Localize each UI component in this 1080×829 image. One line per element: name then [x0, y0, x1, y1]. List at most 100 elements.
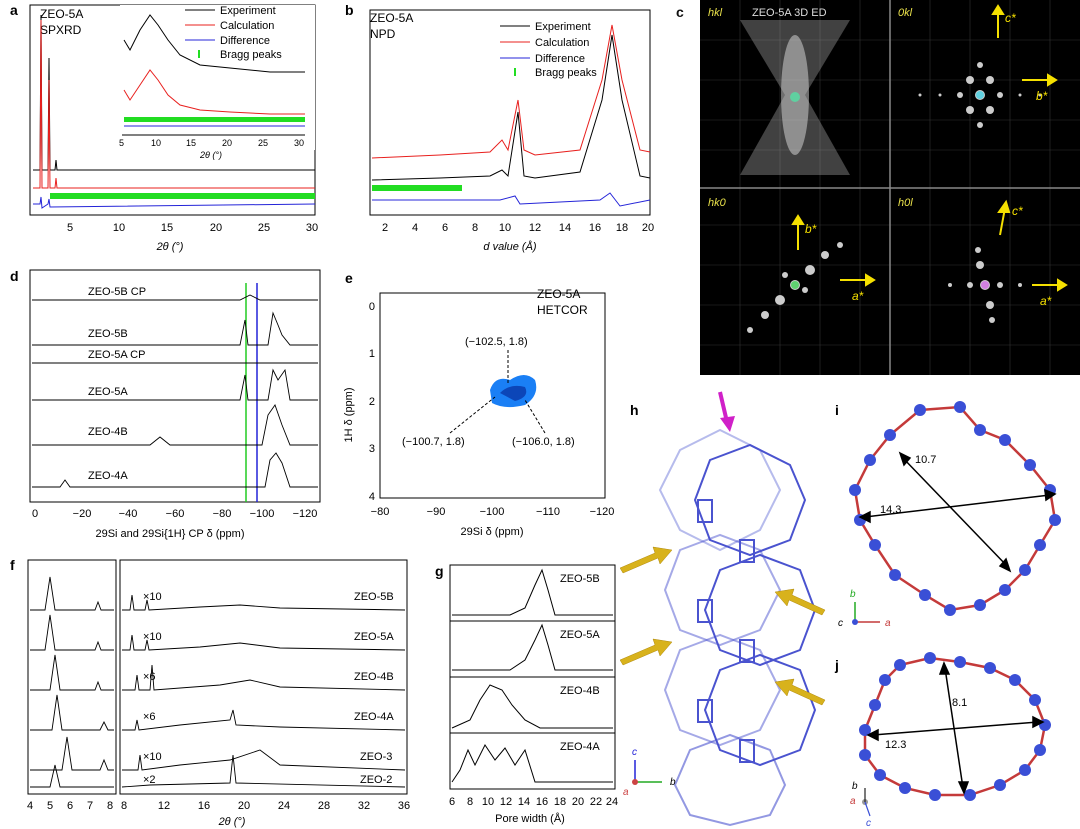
- panel-letter: c: [676, 4, 684, 20]
- pattern-trace: [122, 709, 406, 731]
- inset-tick: 15: [186, 138, 196, 148]
- legend-item: Difference: [535, 53, 585, 65]
- sample-label: ZEO-5B: [560, 573, 600, 585]
- panel-a: a ZEO-5A SPXRD 5 10 15 20 25 30 2θ (°) E…: [10, 2, 318, 253]
- panel-g: g ZEO-5B ZEO-5A ZEO-4B ZEO-4A 6 8 10 12 …: [435, 563, 618, 825]
- x-tick: 6: [67, 800, 73, 812]
- x-tick: 14: [518, 796, 530, 808]
- panel-letter: i: [835, 402, 839, 418]
- sample-label: ZEO-5A: [560, 629, 600, 641]
- x-axis-label: Pore width (Å): [495, 812, 565, 825]
- x-tick: 8: [467, 796, 473, 808]
- arrow-icon: [718, 391, 735, 432]
- psd-trace: [451, 744, 613, 783]
- panel-subtitle: NPD: [370, 27, 396, 41]
- legend-item: Bragg peaks: [535, 67, 597, 79]
- x-tick: 12: [158, 800, 170, 812]
- experiment-trace: [371, 34, 651, 181]
- x-tick: 36: [398, 800, 410, 812]
- scale-factor: ×2: [143, 774, 156, 786]
- x-tick: 18: [554, 796, 566, 808]
- inset-calculation: [123, 69, 305, 115]
- spectrum-trace: [32, 404, 318, 446]
- x-tick: 2: [382, 222, 388, 234]
- x-tick: 10: [113, 222, 125, 234]
- x-axis-label: 29Si and 29Si{1H} CP δ (ppm): [95, 528, 244, 540]
- scale-factor: ×6: [143, 711, 156, 723]
- annotation: (−100.7, 1.8): [402, 436, 465, 448]
- ed-quad-tag: h0l: [898, 197, 913, 209]
- spectrum-trace: [32, 452, 318, 488]
- calculation-trace: [371, 24, 651, 159]
- annotation: (−106.0, 1.8): [512, 436, 575, 448]
- x-tick: −100: [480, 506, 505, 518]
- axis-label: c: [632, 747, 637, 758]
- legend-item: Calculation: [535, 37, 589, 49]
- y-tick: 3: [369, 443, 375, 455]
- ed-quad-tag: 0kl: [898, 7, 913, 19]
- panel-letter: b: [345, 2, 354, 18]
- x-tick: 18: [616, 222, 628, 234]
- x-tick: 32: [358, 800, 370, 812]
- pattern-trace: [122, 749, 406, 771]
- x-tick: −80: [371, 506, 390, 518]
- x-axis-label: 2θ (°): [156, 241, 184, 253]
- panel-title: ZEO-5A: [40, 7, 83, 21]
- sample-label: ZEO-5B: [354, 591, 394, 603]
- panel-subtitle: SPXRD: [40, 23, 82, 37]
- x-tick: 24: [278, 800, 290, 812]
- axis-label: b*: [1036, 89, 1048, 103]
- axis-label: b: [670, 777, 676, 788]
- y-tick: 2: [369, 396, 375, 408]
- x-axis-label: d value (Å): [483, 240, 537, 253]
- y-tick: 1: [369, 348, 375, 360]
- x-tick: −20: [73, 508, 92, 520]
- si-atoms: [849, 401, 1061, 616]
- panel-b: b ZEO-5A NPD Experiment Calculation Diff…: [345, 2, 654, 253]
- x-tick: 6: [442, 222, 448, 234]
- pattern-trace: [122, 594, 406, 611]
- trace-label: ZEO-5A CP: [88, 349, 145, 361]
- inset-tick: 20: [222, 138, 232, 148]
- distance-label: 8.1: [952, 697, 967, 709]
- scale-factor: ×10: [143, 591, 162, 603]
- x-tick: −40: [119, 508, 138, 520]
- x-tick: 7: [87, 800, 93, 812]
- distance-label: 10.7: [915, 454, 936, 466]
- x-tick: 8: [107, 800, 113, 812]
- x-tick: 6: [449, 796, 455, 808]
- pattern-trace: [30, 694, 114, 731]
- distance-line: [901, 456, 1009, 568]
- y-tick: 4: [369, 491, 375, 503]
- ed-title: ZEO-5A 3D ED: [752, 7, 827, 19]
- plot-frame-right: [119, 559, 408, 795]
- distance-label: 12.3: [885, 739, 906, 751]
- annotation: (−102.5, 1.8): [465, 336, 528, 348]
- x-tick: 10: [499, 222, 511, 234]
- spectrum-trace: [32, 368, 318, 401]
- plot-frame: [369, 9, 651, 216]
- trace-label: ZEO-4A: [88, 470, 128, 482]
- x-tick: 20: [210, 222, 222, 234]
- x-tick: −80: [213, 508, 232, 520]
- x-tick: −120: [590, 506, 615, 518]
- scale-factor: ×6: [143, 671, 156, 683]
- panel-h: h c b a: [620, 391, 826, 827]
- pattern-trace: [30, 654, 114, 691]
- x-tick: 0: [32, 508, 38, 520]
- x-tick: −90: [427, 506, 446, 518]
- axis-label: a: [885, 618, 891, 629]
- trace-label: ZEO-5A: [88, 386, 128, 398]
- pattern-trace: [122, 634, 406, 651]
- y-axis-label: 1H δ (ppm): [343, 387, 355, 442]
- distance-label: 14.3: [880, 504, 901, 516]
- x-tick: 14: [559, 222, 571, 234]
- x-tick: 24: [606, 796, 618, 808]
- psd-frame: [449, 732, 616, 790]
- sample-label: ZEO-4A: [560, 741, 600, 753]
- panel-letter: g: [435, 563, 444, 579]
- plot-frame: [29, 269, 321, 503]
- legend-item: Experiment: [220, 5, 276, 17]
- axis-label: b: [852, 781, 858, 792]
- panel-subtitle: HETCOR: [537, 303, 588, 317]
